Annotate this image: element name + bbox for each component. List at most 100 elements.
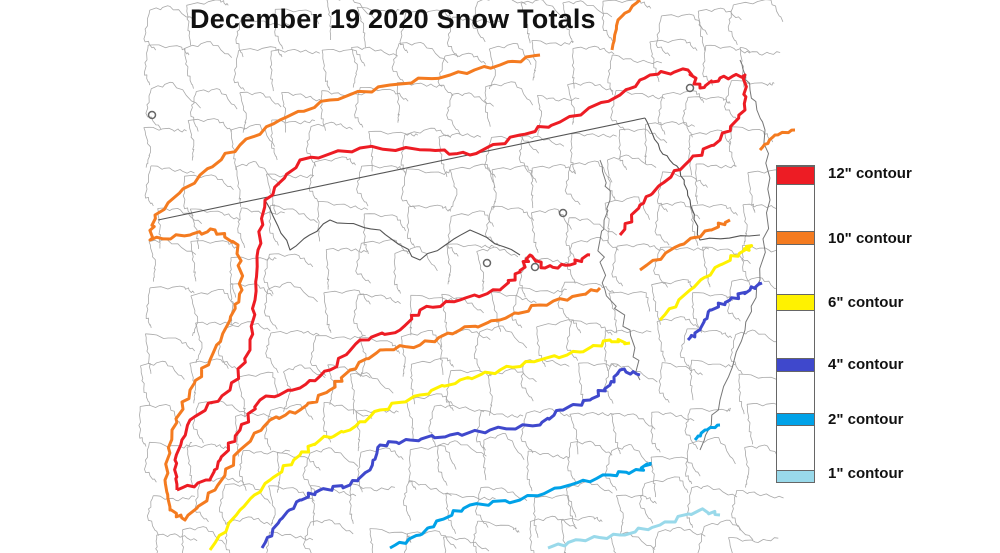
county-line: [187, 120, 195, 161]
county-line: [406, 168, 452, 176]
county-line: [184, 174, 234, 191]
county-line: [607, 159, 616, 201]
county-line: [350, 372, 394, 394]
county-line: [358, 293, 401, 305]
county-line: [488, 48, 496, 90]
county-line: [565, 488, 576, 529]
county-line: [323, 402, 373, 419]
county-line: [230, 256, 277, 261]
county-line: [149, 441, 193, 449]
county-line: [452, 92, 494, 107]
county-line: [309, 447, 359, 467]
county-line: [450, 210, 494, 227]
county-line: [471, 1, 486, 43]
county-line: [736, 489, 784, 499]
county-line: [702, 246, 751, 264]
county-line: [230, 124, 275, 147]
county-line: [149, 5, 195, 21]
county-line: [488, 368, 537, 383]
county-line: [404, 127, 451, 138]
county-line: [477, 520, 520, 533]
county-line: [190, 288, 235, 306]
county-line: [567, 84, 575, 125]
county-line: [190, 91, 199, 132]
legend-swatch-1in: [777, 470, 814, 482]
county-line: [602, 0, 652, 9]
county-line: [537, 95, 542, 136]
county-line: [437, 440, 487, 457]
city-marker-icon: [482, 258, 492, 268]
county-line: [236, 161, 281, 186]
county-line: [688, 135, 692, 176]
county-line: [241, 207, 285, 215]
city-marker-icon: [147, 110, 157, 120]
county-line: [730, 334, 743, 375]
county-line: [650, 456, 701, 477]
county-line: [361, 239, 409, 255]
county-line: [393, 253, 401, 294]
county-line: [568, 217, 618, 236]
county-line: [611, 414, 621, 455]
county-line: [489, 43, 532, 65]
county-line: [446, 244, 452, 285]
county-line: [326, 247, 368, 253]
county-line: [644, 124, 648, 165]
county-line: [570, 133, 576, 174]
county-line: [192, 403, 204, 444]
county-line: [522, 135, 565, 147]
county-line: [148, 238, 197, 255]
county-line: [491, 165, 537, 183]
county-line: [309, 335, 327, 376]
county-line: [564, 281, 615, 294]
county-line: [148, 44, 190, 56]
county-line: [269, 531, 314, 541]
county-line: [727, 281, 741, 322]
county-line: [607, 154, 657, 168]
county-line: [235, 17, 244, 58]
county-line: [198, 400, 248, 415]
county-line: [400, 134, 407, 176]
legend-swatch-12in: [777, 166, 814, 185]
county-line: [562, 2, 573, 44]
city-markers: [147, 83, 695, 272]
contour-6in: [208, 338, 631, 551]
legend-label-2in: 2" contour: [828, 411, 904, 428]
county-line: [697, 526, 705, 553]
county-line: [705, 44, 751, 54]
county-line: [369, 528, 374, 553]
county-line: [445, 493, 496, 501]
county-line: [704, 519, 754, 541]
county-line: [310, 485, 357, 497]
county-line: [283, 371, 291, 412]
county-line: [520, 361, 534, 402]
contour-10in: [148, 53, 602, 522]
county-line: [229, 257, 237, 298]
county-line: [682, 97, 693, 138]
legend-swatch-2in: [777, 413, 814, 426]
county-line: [728, 537, 733, 553]
county-line: [321, 90, 372, 96]
county-line: [477, 0, 527, 5]
county-line: [649, 38, 698, 51]
county-line: [239, 91, 282, 108]
county-line: [446, 243, 495, 249]
county-line: [145, 333, 195, 352]
county-line: [691, 204, 738, 216]
county-line: [302, 453, 317, 494]
county-line: [732, 126, 774, 143]
county-line: [566, 320, 579, 361]
legend-label-10in: 10" contour: [828, 230, 912, 247]
county-line: [407, 530, 457, 549]
county-line: [654, 205, 670, 246]
county-line: [562, 0, 613, 18]
county-line: [656, 321, 666, 362]
county-line: [400, 168, 416, 210]
contour-12in-south: [176, 253, 591, 492]
county-line: [639, 483, 654, 524]
county-line: [727, 4, 738, 46]
county-line: [323, 289, 371, 305]
county-line: [265, 332, 279, 374]
county-line: [443, 537, 447, 553]
county-line: [186, 443, 228, 450]
county-line: [318, 201, 368, 211]
